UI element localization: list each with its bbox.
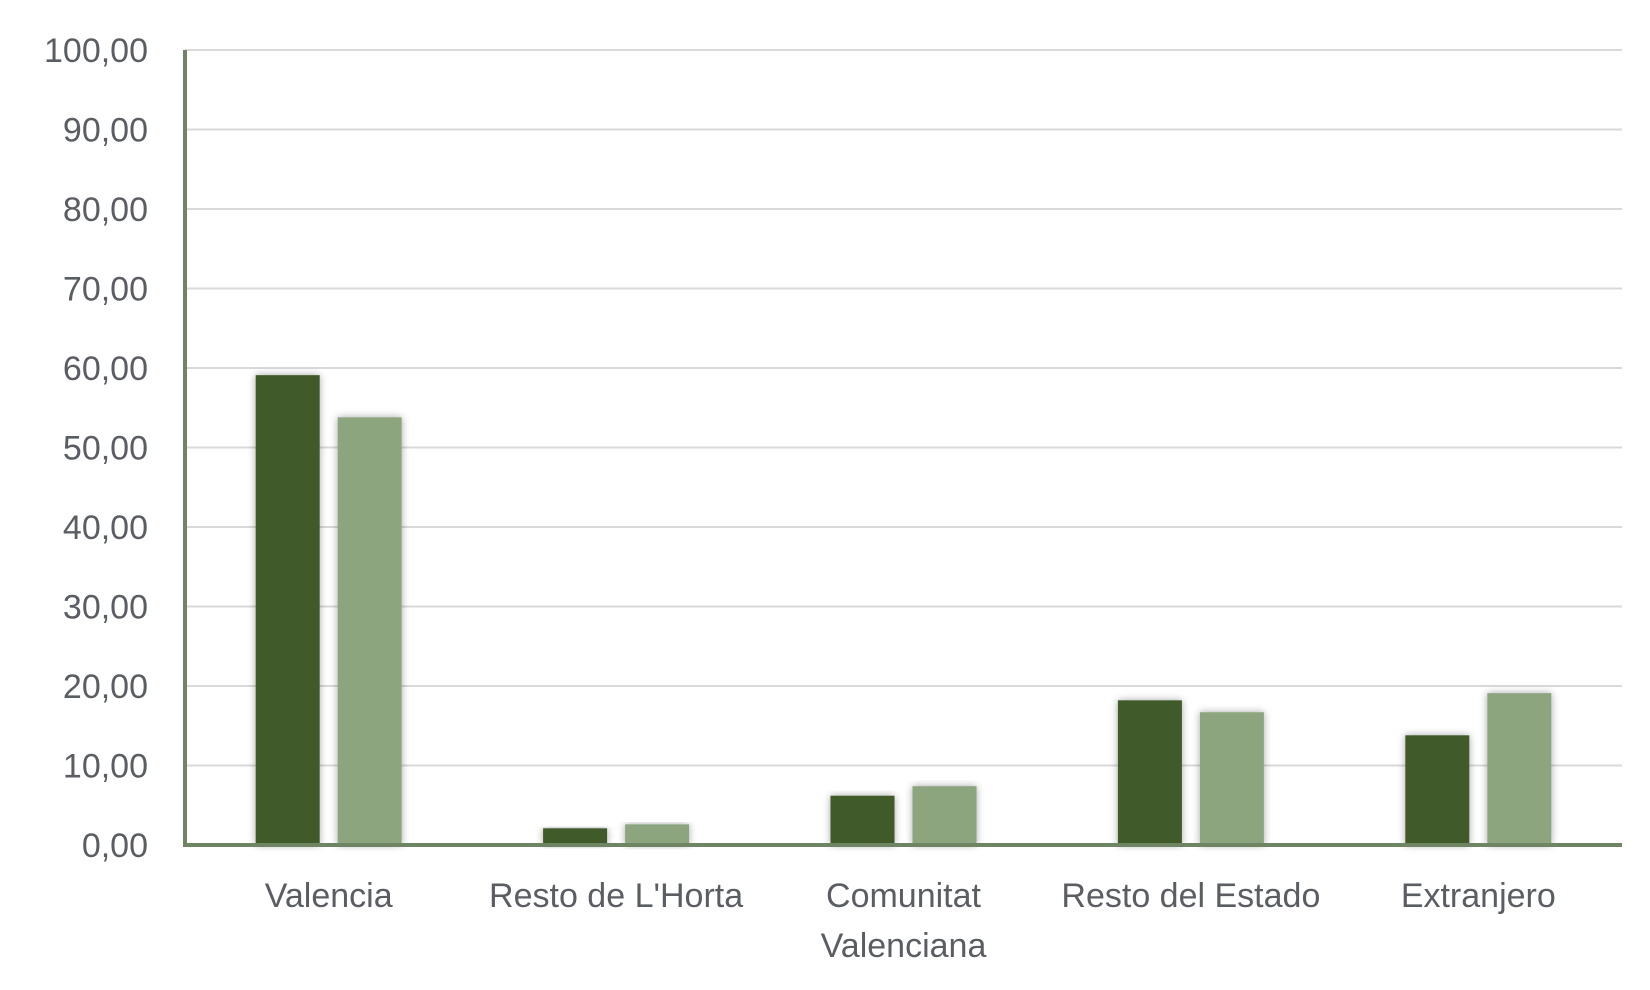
y-tick-label: 50,00 xyxy=(63,430,148,468)
bar-series-1-2 xyxy=(830,795,895,845)
y-tick-label: 40,00 xyxy=(63,509,148,547)
bar-series-1-0 xyxy=(255,375,320,845)
x-category-label: Comunitat xyxy=(826,877,982,915)
bar-series-2-1 xyxy=(625,824,690,845)
x-axis-category-labels: Valencia Resto de L'Horta Comunitat Valenci… xyxy=(265,877,1556,965)
y-tick-label: 60,00 xyxy=(63,350,148,388)
y-axis-tick-labels: 0,00 10,00 20,00 30,00 40,00 50,00 60,00 70,00 8… xyxy=(44,32,148,865)
y-tick-label: 70,00 xyxy=(63,271,148,309)
x-category-label: Valenciana xyxy=(821,927,987,965)
y-tick-label: 20,00 xyxy=(63,668,148,706)
bar-series-1-1 xyxy=(543,828,608,845)
y-tick-label: 30,00 xyxy=(63,589,148,627)
bar-series-2-2 xyxy=(912,786,977,845)
bar-series-2-3 xyxy=(1199,712,1264,845)
axes xyxy=(183,50,1622,847)
y-tick-label: 10,00 xyxy=(63,748,148,786)
gridlines xyxy=(185,49,1622,767)
y-tick-label: 0,00 xyxy=(82,827,148,865)
bars xyxy=(255,375,1552,845)
bar-series-1-4 xyxy=(1405,735,1470,845)
x-category-label: Extranjero xyxy=(1401,877,1556,915)
x-category-label: Resto de L'Horta xyxy=(489,877,743,915)
y-tick-label: 80,00 xyxy=(63,191,148,229)
bar-series-2-0 xyxy=(337,417,402,845)
bar-series-2-4 xyxy=(1487,693,1552,845)
x-category-label: Valencia xyxy=(265,877,393,915)
x-category-label: Resto del Estado xyxy=(1061,877,1320,915)
y-tick-label: 90,00 xyxy=(63,112,148,150)
bar-series-1-3 xyxy=(1117,700,1182,845)
y-tick-label: 100,00 xyxy=(44,32,148,70)
